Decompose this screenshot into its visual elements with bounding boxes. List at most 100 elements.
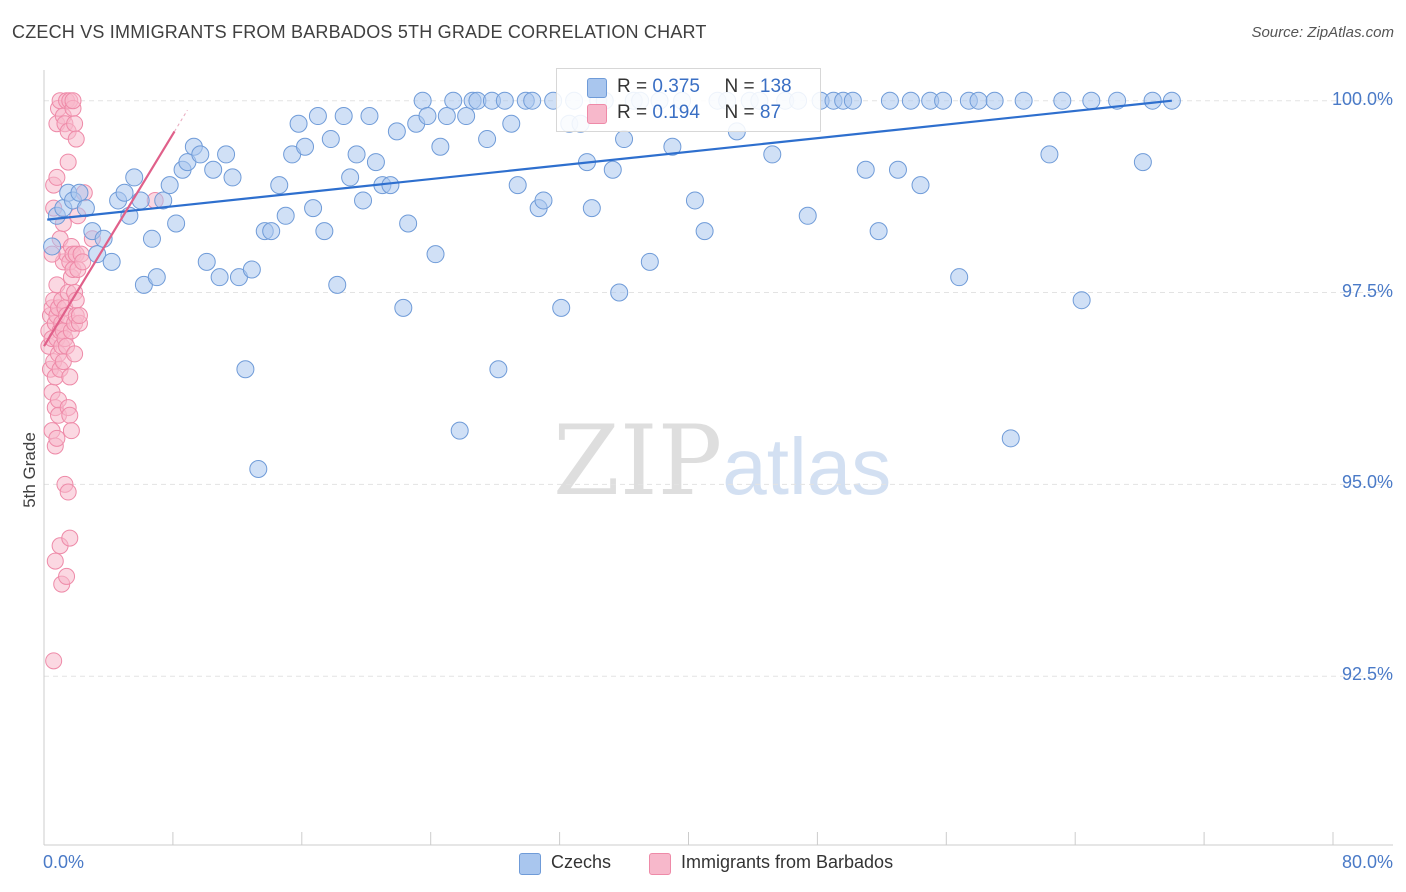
czech-point <box>236 360 255 379</box>
barbados-point <box>62 422 80 440</box>
czech-point <box>217 145 236 164</box>
czech-swatch <box>587 78 607 98</box>
czech-point <box>431 137 450 156</box>
czech-point <box>413 91 432 110</box>
czech-point <box>308 107 327 126</box>
czech-point <box>418 107 437 126</box>
czech-point <box>366 153 385 172</box>
czech-point <box>296 137 315 156</box>
czech-point <box>334 107 353 126</box>
barbados-points <box>40 92 164 670</box>
czech-point <box>437 107 456 126</box>
czech-point <box>489 360 508 379</box>
barbados-point <box>66 345 84 363</box>
series-legend: Czechs Immigrants from Barbados <box>0 851 1406 879</box>
czech-point <box>131 191 150 210</box>
czech-point <box>523 91 542 110</box>
czech-point <box>911 176 930 195</box>
czechs-legend-label: Czechs <box>551 852 612 872</box>
x-tick-max: 80.0% <box>1341 852 1393 872</box>
czech-point <box>270 176 289 195</box>
czech-point <box>360 107 379 126</box>
czech-point <box>315 222 334 241</box>
czech-point <box>478 130 497 149</box>
czech-point <box>457 107 476 126</box>
y-axis-label: 5th Grade <box>20 432 39 508</box>
x-tick-min: 0.0% <box>43 852 85 872</box>
czech-point <box>843 91 862 110</box>
czech-point <box>1082 91 1101 110</box>
czech-point <box>901 91 920 110</box>
czech-point <box>495 91 514 110</box>
czech-point <box>534 191 553 210</box>
barbados-point <box>61 406 79 424</box>
chart-title: CZECH VS IMMIGRANTS FROM BARBADOS 5TH GR… <box>12 22 707 42</box>
watermark-atlas: atlas <box>722 422 892 511</box>
czech-point <box>888 160 907 179</box>
y-tick-label: 100.0% <box>1331 88 1393 109</box>
barbados-legend-swatch <box>649 853 671 875</box>
barbados-trend-line <box>43 130 176 347</box>
czech-point <box>610 283 629 302</box>
czech-point <box>1133 153 1152 172</box>
czech-point <box>426 245 445 264</box>
legend-czech-r-label: R = <box>617 76 648 97</box>
czech-point <box>399 214 418 233</box>
czech-point <box>880 91 899 110</box>
barbados-point <box>59 153 77 171</box>
czech-point <box>856 160 875 179</box>
czech-point <box>1040 145 1059 164</box>
czech-point <box>798 206 817 225</box>
czech-point <box>223 168 242 187</box>
watermark-zip: ZIP <box>553 405 723 517</box>
czech-point <box>869 222 888 241</box>
czech-point <box>444 91 463 110</box>
czech-point <box>167 214 186 233</box>
czech-point <box>160 176 179 195</box>
y-tick-label: 97.5% <box>1341 280 1393 301</box>
czech-point <box>102 252 121 271</box>
czech-point <box>341 168 360 187</box>
axes <box>43 70 1393 846</box>
legend-czech-text: R = 0.375 N = 138 <box>617 76 792 98</box>
barbados-point <box>45 652 63 670</box>
barbados-point <box>74 253 92 271</box>
czech-point <box>1072 291 1091 310</box>
czech-point <box>125 168 144 187</box>
zipatlas-watermark: ZIPatlas <box>553 405 891 517</box>
barbados-trend-extension <box>174 109 188 132</box>
czech-point <box>969 91 988 110</box>
barbados-point <box>64 92 82 110</box>
czech-point <box>321 130 340 149</box>
legend-barbados-n-value: 87 <box>759 102 782 123</box>
czechs-legend-swatch <box>519 853 541 875</box>
czech-point <box>191 145 210 164</box>
gridlines <box>44 100 1393 677</box>
czech-point <box>328 275 347 294</box>
czech-point <box>147 268 166 287</box>
czech-point <box>394 298 413 317</box>
czech-point <box>276 206 295 225</box>
barbados-point <box>58 567 76 585</box>
y-tick-label: 95.0% <box>1341 472 1393 493</box>
czech-point <box>354 191 373 210</box>
czech-point <box>210 268 229 287</box>
barbados-point <box>59 483 77 501</box>
barbados-point <box>61 368 79 386</box>
czech-point <box>950 268 969 287</box>
czech-point <box>640 252 659 271</box>
czech-point <box>204 160 223 179</box>
legend-barbados-r-value: 0.194 <box>652 102 700 123</box>
legend-barbados-n-label: N = <box>724 102 755 123</box>
czech-point <box>985 91 1004 110</box>
czech-point <box>1143 91 1162 110</box>
czech-trend-line <box>47 99 1172 221</box>
czech-point <box>70 183 89 202</box>
legend-czech-r-value: 0.375 <box>652 76 700 97</box>
barbados-swatch <box>587 104 607 124</box>
barbados-point <box>66 115 84 133</box>
czech-point <box>663 137 682 156</box>
correlation-legend: R = 0.375 N = 138 R = 0.194 N = 87 <box>556 68 821 132</box>
czech-point <box>582 199 601 218</box>
